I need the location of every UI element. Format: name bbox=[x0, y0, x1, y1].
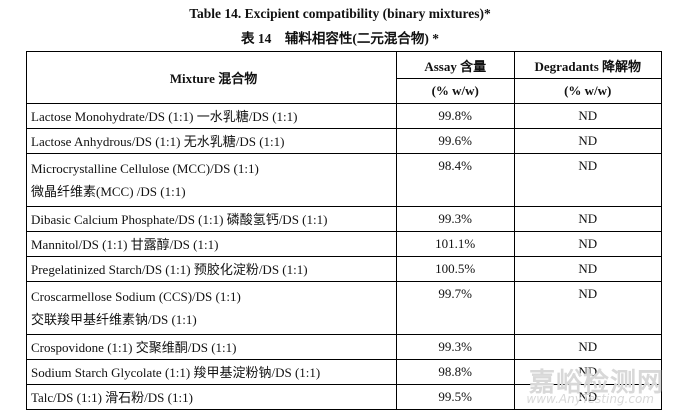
degradants-cell: ND bbox=[513, 281, 662, 335]
assay-cell: 101.1% bbox=[395, 231, 515, 257]
mixture-line: Lactose Anhydrous/DS (1:1) 无水乳糖/DS (1:1) bbox=[31, 133, 285, 149]
table-body: Lactose Monohydrate/DS (1:1) 一水乳糖/DS (1:… bbox=[26, 103, 662, 410]
degradants-cell: ND bbox=[513, 103, 662, 129]
table-row: Lactose Monohydrate/DS (1:1) 一水乳糖/DS (1:… bbox=[26, 103, 662, 129]
mixture-line: Talc/DS (1:1) 滑石粉/DS (1:1) bbox=[31, 389, 193, 405]
mixture-line: Dibasic Calcium Phosphate/DS (1:1) 磷酸氢钙/… bbox=[31, 211, 328, 227]
table-row: Lactose Anhydrous/DS (1:1) 无水乳糖/DS (1:1)… bbox=[26, 128, 662, 154]
mixture-cell: Microcrystalline Cellulose (MCC)/DS (1:1… bbox=[26, 153, 397, 207]
mixture-line: Croscarmellose Sodium (CCS)/DS (1:1) bbox=[31, 289, 241, 304]
mixture-cell: Mannitol/DS (1:1) 甘露醇/DS (1:1) bbox=[26, 231, 397, 257]
mixture-cell: Dibasic Calcium Phosphate/DS (1:1) 磷酸氢钙/… bbox=[26, 206, 397, 232]
mixture-line: Pregelatinized Starch/DS (1:1) 预胶化淀粉/DS … bbox=[31, 261, 308, 277]
degradants-cell: ND bbox=[513, 206, 662, 232]
mixture-cell: Pregelatinized Starch/DS (1:1) 预胶化淀粉/DS … bbox=[26, 256, 397, 282]
header-row: Mixture 混合物 Assay 含量 Degradants 降解物 bbox=[26, 51, 662, 104]
mixture-cell: Lactose Monohydrate/DS (1:1) 一水乳糖/DS (1:… bbox=[26, 103, 397, 129]
header-mixture: Mixture 混合物 bbox=[26, 51, 397, 104]
assay-cell: 99.8% bbox=[395, 103, 515, 129]
watermark-url: www.AnyTesting.com bbox=[526, 392, 654, 406]
assay-cell: 98.8% bbox=[395, 359, 515, 385]
mixture-cell: Sodium Starch Glycolate (1:1) 羧甲基淀粉钠/DS … bbox=[26, 359, 397, 385]
assay-cell: 99.7% bbox=[395, 281, 515, 335]
header-assay-unit: (% w/w) bbox=[395, 78, 515, 104]
mixture-line: Microcrystalline Cellulose (MCC)/DS (1:1… bbox=[31, 161, 259, 176]
degradants-cell: ND bbox=[513, 256, 662, 282]
mixture-line: 交联羧甲基纤维素钠/DS (1:1) bbox=[31, 312, 197, 327]
mixture-line: Sodium Starch Glycolate (1:1) 羧甲基淀粉钠/DS … bbox=[31, 364, 321, 380]
watermark-logo: 嘉峪检测网 bbox=[528, 368, 664, 398]
header-degradants: Degradants 降解物 bbox=[513, 51, 662, 79]
table-row: Mannitol/DS (1:1) 甘露醇/DS (1:1) 101.1% ND bbox=[26, 231, 662, 257]
mixture-line: Crospovidone (1:1) 交聚维酮/DS (1:1) bbox=[31, 339, 237, 355]
assay-cell: 100.5% bbox=[395, 256, 515, 282]
table-title-en: Table 14. Excipient compatibility (binar… bbox=[189, 6, 491, 21]
mixture-line: Mannitol/DS (1:1) 甘露醇/DS (1:1) bbox=[31, 236, 219, 252]
table-row: Pregelatinized Starch/DS (1:1) 预胶化淀粉/DS … bbox=[26, 256, 662, 282]
assay-cell: 99.3% bbox=[395, 334, 515, 360]
table-row: Talc/DS (1:1) 滑石粉/DS (1:1) 99.5% ND bbox=[26, 384, 662, 410]
assay-cell: 99.5% bbox=[395, 384, 515, 410]
mixture-cell: Talc/DS (1:1) 滑石粉/DS (1:1) bbox=[26, 384, 397, 410]
table-row: Croscarmellose Sodium (CCS)/DS (1:1) 交联羧甲… bbox=[26, 281, 662, 335]
header-degradants-unit: (% w/w) bbox=[513, 78, 662, 104]
mixture-cell: Lactose Anhydrous/DS (1:1) 无水乳糖/DS (1:1) bbox=[26, 128, 397, 154]
excipient-compatibility-table: Mixture 混合物 Assay 含量 Degradants 降解物 (% w… bbox=[26, 51, 662, 410]
table-row: Microcrystalline Cellulose (MCC)/DS (1:1… bbox=[26, 153, 662, 207]
assay-cell: 99.3% bbox=[395, 206, 515, 232]
table-title-zh: 表 14 辅料相容性(二元混合物) * bbox=[241, 31, 439, 46]
mixture-cell: Crospovidone (1:1) 交聚维酮/DS (1:1) bbox=[26, 334, 397, 360]
degradants-cell: ND bbox=[513, 153, 662, 207]
assay-cell: 98.4% bbox=[395, 153, 515, 207]
table-row: Sodium Starch Glycolate (1:1) 羧甲基淀粉钠/DS … bbox=[26, 359, 662, 385]
mixture-cell: Croscarmellose Sodium (CCS)/DS (1:1) 交联羧甲… bbox=[26, 281, 397, 335]
header-unit-row: (% w/w) (% w/w) bbox=[27, 78, 662, 104]
mixture-line: Lactose Monohydrate/DS (1:1) 一水乳糖/DS (1:… bbox=[31, 108, 298, 124]
header-assay: Assay 含量 bbox=[395, 51, 515, 79]
degradants-cell: ND bbox=[513, 384, 662, 410]
degradants-cell: ND bbox=[513, 334, 662, 360]
mixture-line: 微晶纤维素(MCC) /DS (1:1) bbox=[31, 184, 186, 199]
degradants-cell: ND bbox=[513, 128, 662, 154]
assay-cell: 99.6% bbox=[395, 128, 515, 154]
degradants-cell: ND bbox=[513, 231, 662, 257]
table-row: Dibasic Calcium Phosphate/DS (1:1) 磷酸氢钙/… bbox=[26, 206, 662, 232]
table-row: Crospovidone (1:1) 交聚维酮/DS (1:1) 99.3% ND bbox=[26, 334, 662, 360]
